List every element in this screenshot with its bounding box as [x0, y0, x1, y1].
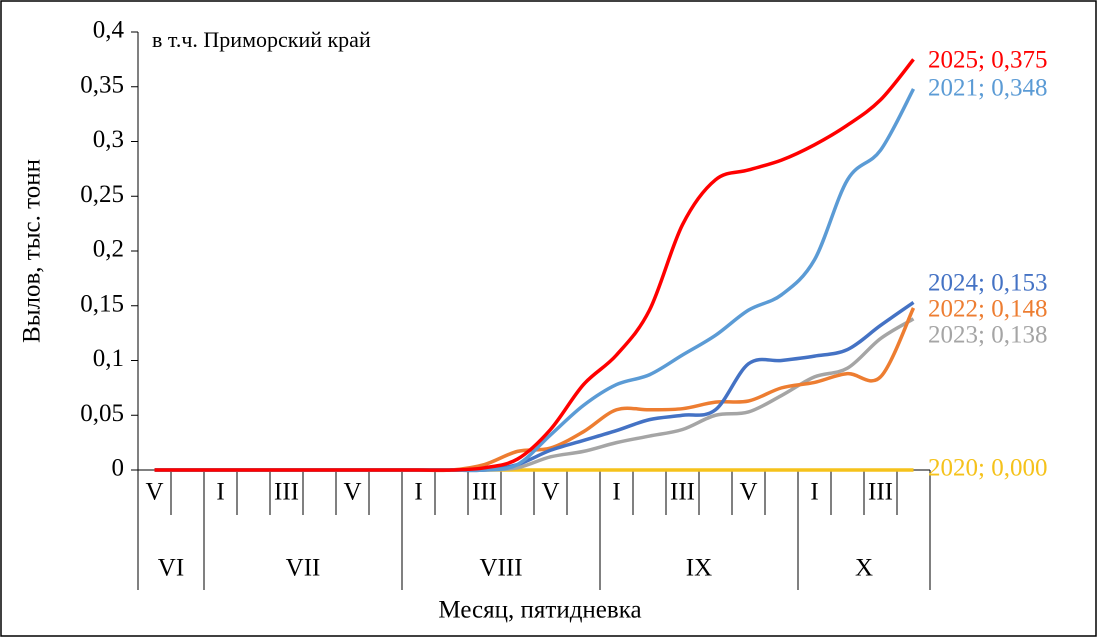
- y-tick-label: 0,3: [93, 126, 124, 153]
- group-label: VIII: [479, 555, 522, 582]
- group-label: VII: [286, 555, 321, 582]
- group-label: X: [855, 555, 873, 582]
- x-tick-label: I: [612, 479, 620, 506]
- y-tick-label: 0,15: [80, 290, 124, 317]
- end-label: 2025; 0,375: [928, 47, 1047, 74]
- y-tick-label: 0,1: [93, 345, 124, 372]
- line-series: [154, 58, 915, 472]
- y-tick-label: 0: [112, 455, 125, 482]
- y-tick-label: 0,25: [80, 181, 124, 208]
- x-tick-label: V: [343, 479, 361, 506]
- end-label: 2023; 0,138: [928, 322, 1047, 349]
- end-label: 2024; 0,153: [928, 270, 1047, 297]
- x-tick-label: V: [145, 479, 163, 506]
- x-tick-label: I: [216, 479, 224, 506]
- x-tick-label: III: [472, 479, 497, 506]
- x-tick-label: V: [739, 479, 757, 506]
- y-tick-label: 0,35: [80, 71, 124, 98]
- group-label: VI: [158, 555, 184, 582]
- x-axis-label: Месяц, пятидневка: [438, 597, 641, 624]
- x-tick-label: III: [670, 479, 695, 506]
- y-axis-label: Вылов, тыс. тонн: [19, 159, 46, 343]
- x-tick-label: III: [868, 479, 893, 506]
- x-tick-label: III: [274, 479, 299, 506]
- end-label: 2021; 0,348: [928, 75, 1047, 102]
- y-tick-label: 0,4: [93, 17, 125, 44]
- y-tick-label: 0,05: [80, 400, 124, 427]
- group-label: IX: [686, 555, 712, 582]
- end-label: 2022; 0,148: [928, 296, 1047, 323]
- y-tick-label: 0,2: [93, 236, 124, 263]
- x-tick-label: I: [810, 479, 818, 506]
- x-tick-label: V: [541, 479, 559, 506]
- x-tick-label: I: [414, 479, 422, 506]
- annotation: в т.ч. Приморский край: [152, 27, 371, 52]
- end-label: 2020; 0,000: [928, 455, 1047, 482]
